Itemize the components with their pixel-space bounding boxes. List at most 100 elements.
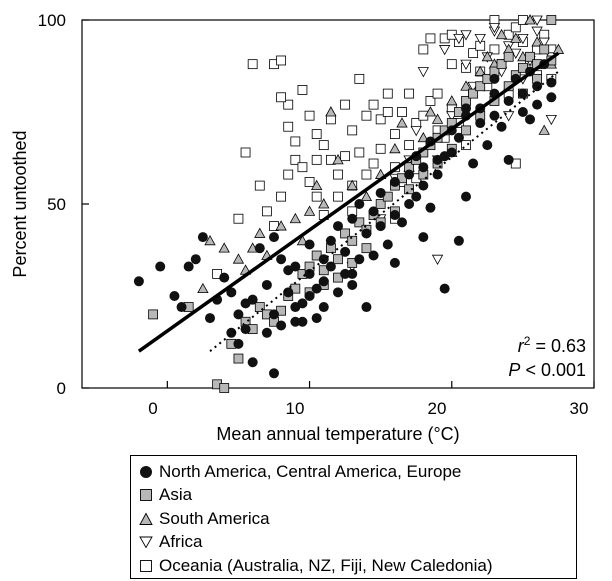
- r-exponent: 2: [524, 334, 531, 348]
- data-point-asia: [254, 302, 265, 312]
- data-point-north-america: [333, 221, 343, 232]
- data-point-north-america: [283, 287, 294, 298]
- data-point-oceania: [361, 110, 372, 121]
- data-point-north-america: [155, 261, 166, 272]
- data-point-asia: [496, 59, 507, 70]
- data-point-north-america: [197, 232, 208, 243]
- data-point-south-america: [303, 205, 316, 216]
- legend-item-south-america: South America: [139, 507, 576, 531]
- data-point-africa: [531, 15, 543, 26]
- data-points: [133, 14, 565, 393]
- regression-line-overall: [137, 51, 560, 353]
- data-point-north-america: [432, 169, 443, 180]
- data-point-oceania: [375, 114, 386, 125]
- data-point-south-america: [360, 190, 373, 202]
- x-tick-label-3: 30: [570, 399, 589, 418]
- data-point-oceania: [404, 88, 415, 99]
- data-point-south-america: [275, 220, 287, 231]
- data-point-oceania: [354, 147, 365, 158]
- data-point-oceania: [425, 33, 436, 44]
- data-point-oceania: [446, 59, 457, 70]
- data-point-north-america: [389, 257, 400, 268]
- data-point-oceania: [468, 48, 479, 59]
- data-point-north-america: [389, 176, 400, 187]
- data-point-oceania: [276, 55, 287, 66]
- data-point-north-america: [532, 81, 543, 92]
- data-point-north-america: [340, 268, 351, 279]
- data-point-north-america: [517, 88, 528, 99]
- data-point-oceania: [240, 147, 251, 158]
- data-point-oceania: [375, 143, 386, 154]
- data-point-north-america: [482, 140, 493, 151]
- data-point-south-america: [424, 106, 437, 117]
- data-point-north-america: [219, 272, 230, 283]
- data-point-north-america: [418, 162, 429, 173]
- data-point-oceania: [254, 180, 265, 191]
- data-point-asia: [361, 243, 372, 254]
- data-point-north-america: [361, 228, 372, 239]
- data-point-oceania: [333, 191, 343, 202]
- data-point-north-america: [347, 213, 358, 224]
- data-point-north-america: [411, 191, 422, 202]
- data-point-oceania: [233, 213, 244, 224]
- axis-ticks: [82, 19, 595, 389]
- data-point-oceania: [318, 140, 329, 151]
- data-point-north-america: [269, 232, 279, 243]
- data-point-oceania: [311, 129, 322, 139]
- data-point-north-america: [546, 92, 557, 103]
- data-point-north-america: [496, 121, 507, 132]
- data-point-north-america: [304, 239, 315, 250]
- data-point-south-america: [396, 117, 408, 128]
- open-square-icon: [139, 559, 153, 573]
- data-point-oceania: [297, 162, 308, 173]
- data-point-south-america: [232, 253, 245, 264]
- data-point-oceania: [418, 44, 429, 55]
- data-point-oceania: [461, 140, 471, 151]
- data-point-north-america: [261, 279, 272, 290]
- data-point-oceania: [382, 107, 393, 117]
- data-point-asia: [347, 235, 358, 246]
- gray-square-icon: [139, 488, 153, 502]
- data-point-asia: [219, 383, 230, 393]
- data-point-south-america: [389, 142, 401, 154]
- x-tick-label-0: 0: [148, 399, 157, 418]
- data-point-south-america: [332, 154, 344, 165]
- data-point-africa: [460, 59, 472, 70]
- data-point-north-america: [233, 338, 244, 349]
- data-point-north-america: [439, 283, 450, 294]
- data-point-north-america: [240, 324, 251, 335]
- data-point-oceania: [489, 44, 500, 55]
- data-point-south-america: [524, 14, 536, 25]
- data-point-africa: [488, 22, 501, 34]
- r-squared-value: = 0.63: [530, 336, 586, 356]
- data-point-south-america: [531, 36, 543, 47]
- x-axis-label: Mean annual temperature (°C): [216, 424, 459, 444]
- data-point-north-america: [354, 254, 365, 265]
- data-point-north-america: [176, 302, 187, 313]
- data-point-north-america: [368, 250, 379, 261]
- data-point-north-america: [475, 118, 486, 129]
- data-point-north-america: [404, 169, 415, 180]
- x-tick-label-2: 20: [428, 399, 447, 418]
- data-point-oceania: [510, 22, 521, 33]
- data-point-asia: [539, 44, 550, 55]
- data-point-oceania: [361, 169, 372, 180]
- data-point-north-america: [375, 187, 386, 198]
- data-point-asia: [404, 184, 415, 195]
- data-point-north-america: [169, 291, 180, 301]
- data-point-oceania: [311, 154, 322, 165]
- y-tick-label-1: 50: [47, 195, 66, 214]
- data-point-oceania: [425, 96, 436, 106]
- data-point-asia: [525, 51, 535, 62]
- data-point-south-america: [510, 32, 522, 43]
- data-point-north-america: [233, 309, 244, 320]
- legend: North America, Central America, Europe A…: [130, 455, 577, 579]
- data-point-africa: [417, 67, 430, 78]
- data-point-africa: [545, 114, 558, 126]
- data-point-oceania: [311, 191, 322, 202]
- data-point-oceania: [261, 206, 272, 217]
- data-point-north-america: [461, 103, 471, 114]
- legend-label: Asia: [159, 485, 193, 505]
- data-point-north-america: [439, 151, 450, 162]
- legend-label: Oceania (Australia, NZ, Fiji, New Caledo…: [159, 555, 493, 575]
